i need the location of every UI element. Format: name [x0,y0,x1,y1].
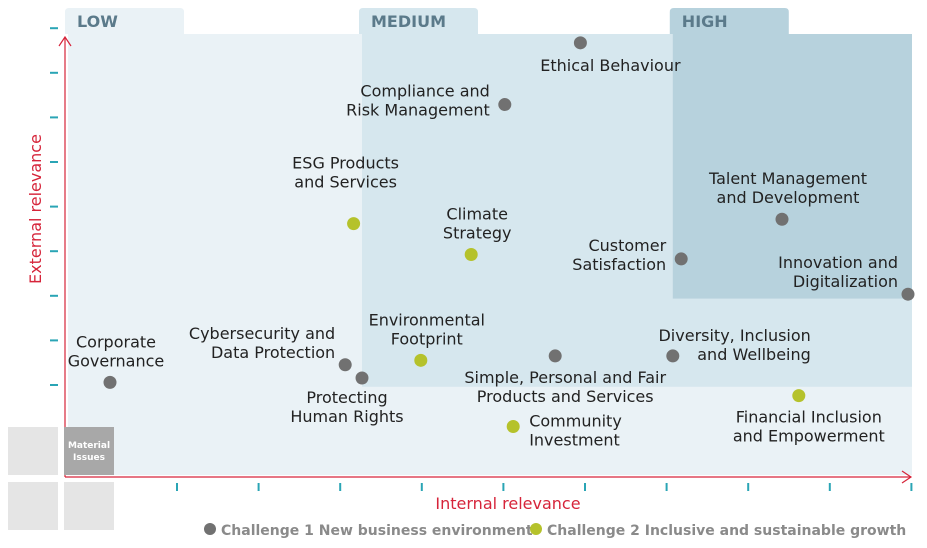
point-diversity-inclusion-and-wellbeing [666,349,680,363]
legend-layer: Challenge 1 New business environment Chal… [204,523,906,539]
label-line: Strategy [443,224,512,243]
label-line: ESG Products [292,154,399,173]
label-line: Climate [446,205,508,224]
corner-box [64,482,114,530]
axes-layer: Internal relevance External relevance [26,27,913,513]
point-esg-products-and-services [347,217,361,231]
point-protecting-human-rights [355,371,369,385]
legend-swatch-2 [530,523,542,535]
label-line: Talent Management [708,169,867,188]
label-customer-satisfaction: Customer Satisfaction [572,236,666,274]
point-climate-strategy [464,248,478,261]
label-line: Financial Inclusion [736,408,882,427]
zone-tab-low [65,8,184,34]
label-line: Customer [588,236,666,255]
legend-label-2: Challenge 2 Inclusive and sustainable gr… [547,523,906,539]
label-talent-management-and-development: Talent Management and Development [708,169,867,207]
corner-legend: Material Issues [8,427,114,530]
corner-label-line: Material [68,441,110,451]
label-esg-products-and-services: ESG Products and Services [292,154,399,192]
label-line: Community [529,411,622,430]
label-diversity-inclusion-and-wellbeing: Diversity, Inclusion and Wellbeing [658,326,810,364]
label-compliance-and-risk-management: Compliance and Risk Management [346,82,490,120]
label-line: Human Rights [290,407,403,426]
label-line: Innovation and [778,253,898,272]
label-cybersecurity-and-data-protection: Cybersecurity and Data Protection [189,324,335,362]
label-line: Diversity, Inclusion [658,326,810,345]
zone-label-medium: MEDIUM [371,12,446,31]
label-line: and Services [294,173,397,192]
corner-box [8,482,58,530]
x-axis-arrow [901,470,913,484]
point-ethical-behaviour [573,36,587,50]
label-line: Protecting [306,388,387,407]
label-line: Data Protection [211,343,335,362]
point-financial-inclusion-and-empowerment [792,389,806,403]
point-environmental-footprint [414,353,428,367]
label-line: Ethical Behaviour [540,56,681,75]
label-line: Simple, Personal and Fair [464,368,666,387]
zone-tab-high [669,8,789,34]
point-cybersecurity-and-data-protection [338,358,352,372]
label-line: Footprint [391,329,463,348]
label-line: Investment [529,430,620,449]
label-innovation-and-digitalization: Innovation and Digitalization [778,253,898,291]
zone-label-low: LOW [77,12,118,31]
point-community-investment [506,419,520,433]
point-talent-management-and-development [775,212,789,226]
point-compliance-and-risk-management [498,98,512,112]
zone-tab-medium [359,8,478,34]
points-layer [103,36,915,433]
label-line: Corporate [76,332,156,351]
label-line: Products and Services [477,387,654,406]
x-axis-label: Internal relevance [435,494,580,513]
zones-layer: LOW MEDIUM HIGH [65,8,912,475]
y-axis-label: External relevance [26,134,45,284]
label-corporate-governance: Corporate Governance [68,332,165,370]
label-line: Risk Management [346,101,490,120]
label-line: Environmental [369,310,485,329]
label-environmental-footprint: Environmental Footprint [369,310,485,348]
legend-swatch-1 [204,523,216,535]
corner-box-material [64,427,114,475]
legend-label-1: Challenge 1 New business environment [221,523,533,539]
corner-box [8,427,58,475]
point-customer-satisfaction [674,252,688,266]
label-community-investment: Community Investment [529,411,622,449]
label-line: and Wellbeing [697,345,811,364]
label-line: Digitalization [793,272,898,291]
zone-high [672,34,912,299]
label-line: and Development [717,188,860,207]
label-line: and Empowerment [733,427,885,446]
label-line: Cybersecurity and [189,324,335,343]
point-corporate-governance [103,375,117,389]
label-line: Compliance and [360,82,489,101]
labels-layer: Ethical Behaviour Compliance and Risk Mana… [68,56,898,450]
point-innovation-and-digitalization [901,287,915,301]
label-financial-inclusion-and-empowerment: Financial Inclusion and Empowerment [733,408,885,446]
label-ethical-behaviour: Ethical Behaviour [540,56,681,75]
y-axis-arrow [58,35,72,47]
label-simple-personal-and-fair-products-and-services: Simple, Personal and Fair Products and Se… [464,368,666,406]
label-climate-strategy: Climate Strategy [443,205,512,243]
corner-label-material-issues: Material Issues [68,441,110,463]
point-simple-personal-and-fair-products-and-services [548,349,562,363]
corner-label-line: Issues [73,453,105,463]
label-protecting-human-rights: Protecting Human Rights [290,388,403,426]
label-line: Satisfaction [572,255,666,274]
zone-label-high: HIGH [682,12,728,31]
label-line: Governance [68,351,165,370]
